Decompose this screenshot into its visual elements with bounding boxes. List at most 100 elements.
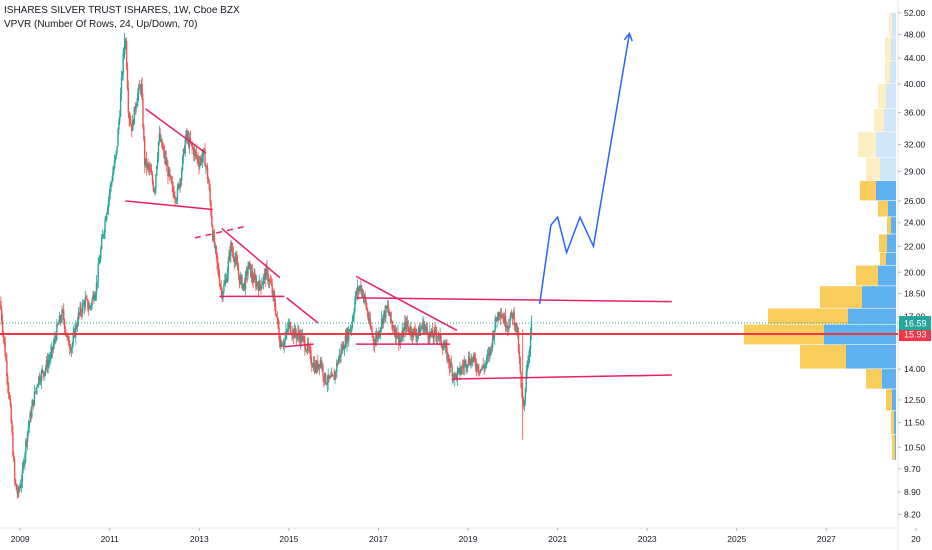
candle-body (427, 332, 429, 339)
price-tick-label: 11.50 (904, 418, 925, 428)
volume-profile-up-bar (878, 265, 896, 286)
candle-body (461, 366, 464, 368)
candle-body (289, 322, 291, 333)
candle-body (88, 308, 90, 310)
candle-body (456, 371, 459, 380)
candle-body (317, 364, 320, 369)
candle-body (175, 200, 178, 201)
candle-body (277, 318, 279, 328)
candle-body (458, 367, 460, 369)
candle-body (281, 345, 284, 347)
candle-body (184, 140, 186, 154)
candle-body (336, 362, 339, 365)
candle-body (449, 362, 452, 368)
candle-body (384, 310, 386, 318)
candle-body (524, 388, 527, 401)
candle-body (440, 334, 442, 345)
candle-body (330, 374, 333, 378)
candle-body (398, 339, 401, 344)
candle-body (382, 314, 384, 325)
candle-body (361, 289, 364, 298)
candle-body (407, 326, 409, 328)
candle-body (257, 285, 260, 291)
candle-body (517, 331, 520, 352)
candle-body (150, 171, 153, 175)
candle-body (172, 185, 174, 192)
candle-body (76, 324, 79, 327)
indicator-label[interactable]: VPVR (Number Of Rows, 24, Up/Down, 70) (4, 19, 198, 30)
candle-body (504, 315, 507, 327)
candle-body (4, 342, 6, 357)
candle-body (338, 354, 341, 359)
candle-body (19, 486, 21, 491)
candle-body (73, 330, 75, 335)
candle-body (485, 363, 487, 365)
candle-body (508, 327, 510, 329)
candle-body (319, 360, 322, 367)
time-tick-label: 2019 (459, 534, 478, 544)
price-tick-label: 52.00 (904, 8, 926, 18)
candle-body (486, 355, 489, 358)
candle-body (301, 336, 304, 342)
candle-body (39, 381, 42, 383)
candle-body (459, 367, 461, 375)
candle-body (313, 362, 316, 373)
candle-body (331, 374, 334, 376)
candle-body (240, 275, 242, 277)
candle-body (195, 152, 198, 157)
candle-body (63, 310, 65, 321)
candle-body (252, 278, 254, 283)
candle-body (460, 371, 462, 375)
candle-body (250, 271, 253, 277)
candle-body (237, 262, 239, 271)
candle-body (193, 148, 195, 156)
candle-body (142, 98, 144, 127)
price-tick-label: 26.00 (904, 196, 926, 206)
candle-body (199, 162, 201, 167)
candle-body (50, 352, 52, 359)
candle-body (509, 319, 511, 328)
candle-body (293, 328, 296, 338)
candle-body (347, 330, 349, 340)
candle-body (189, 137, 192, 143)
candle-body (62, 309, 64, 311)
candle-body (218, 267, 220, 277)
candle-body (216, 252, 218, 263)
price-tick-label: 44.00 (904, 53, 926, 63)
candle-body (328, 374, 330, 379)
candle-body (49, 358, 51, 360)
candle-body (444, 344, 446, 348)
price-level-tag-bg (899, 327, 931, 342)
candle-body (245, 270, 248, 274)
candle-body (206, 166, 208, 168)
price-tick-label: 24.00 (904, 218, 926, 228)
symbol-title[interactable]: ISHARES SILVER TRUST ISHARES, 1W, Cboe B… (4, 5, 240, 16)
candle-body (125, 40, 127, 44)
candle-body (19, 485, 22, 487)
candle-body (50, 347, 53, 353)
candle-body (80, 306, 82, 313)
candle-body (308, 348, 310, 349)
candle-body (380, 318, 383, 328)
volume-profile-up-bar (884, 108, 896, 132)
candle-body (492, 334, 495, 339)
candle-body (270, 282, 273, 285)
candle-body (322, 365, 324, 377)
candle-body (70, 348, 73, 351)
candle-body (85, 298, 87, 299)
candle-body (54, 338, 56, 340)
candle-body (226, 272, 229, 283)
candle-body (55, 338, 57, 340)
candle-body (442, 346, 444, 350)
dashed-trend-line (194, 225, 247, 239)
candle-body (417, 327, 420, 334)
candle-body (466, 364, 469, 367)
candle-body (186, 131, 188, 139)
candle-body (131, 124, 133, 132)
candle-body (219, 285, 222, 288)
candle-body (448, 354, 450, 363)
candle-body (318, 364, 321, 367)
price-tick-label: 8.20 (904, 509, 921, 519)
price-tick-label: 9.70 (904, 464, 921, 474)
